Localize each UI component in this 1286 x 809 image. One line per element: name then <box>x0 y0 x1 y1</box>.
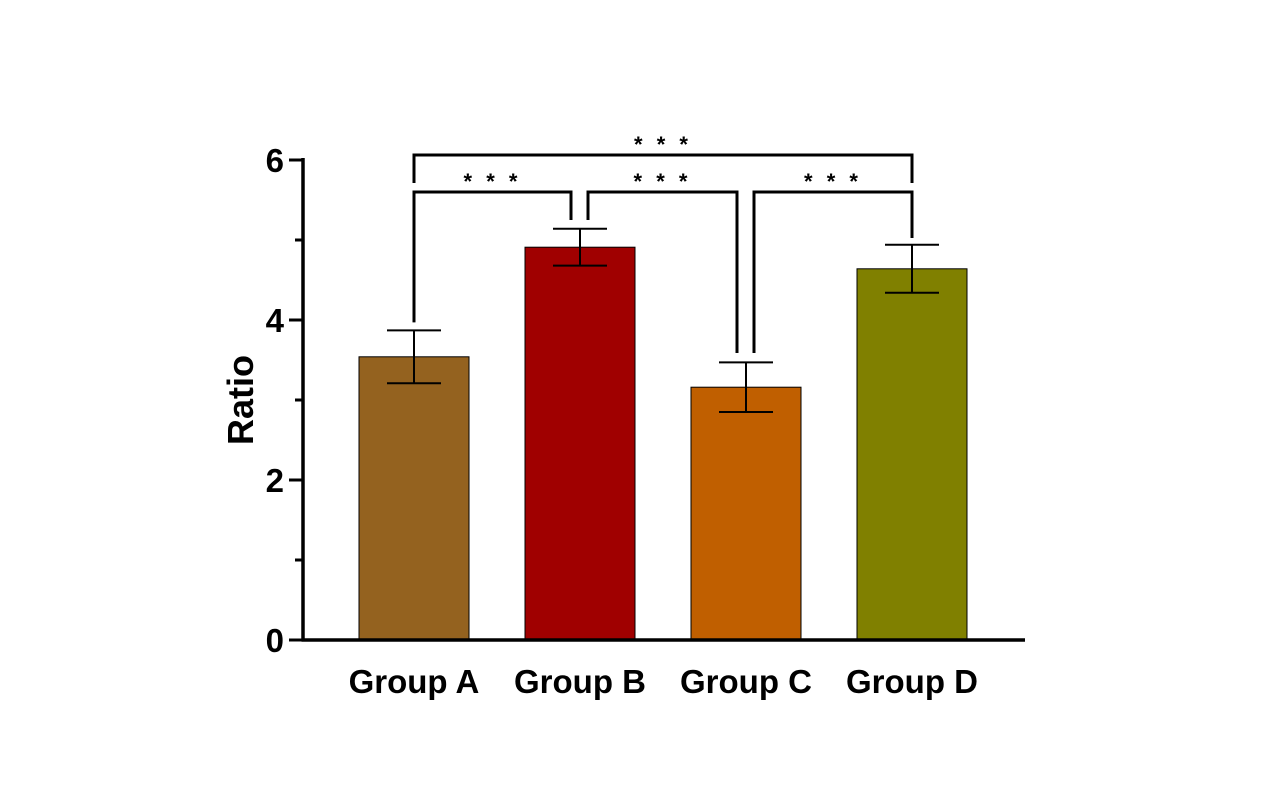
significance-bracket <box>752 190 914 353</box>
y-tick-label: 0 <box>266 622 284 659</box>
significance-bracket <box>586 190 739 353</box>
y-tick-label: 4 <box>266 302 285 339</box>
significance-bracket <box>412 190 573 323</box>
x-tick-label: Group D <box>846 663 978 700</box>
bar-0 <box>358 356 470 641</box>
significance-label: * * * <box>634 169 692 194</box>
x-tick-label: Group A <box>349 663 480 700</box>
bar-2 <box>690 386 802 641</box>
significance-label: * * * <box>464 169 522 194</box>
significance-label: * * * <box>634 132 692 157</box>
x-tick-label: Group B <box>514 663 646 700</box>
bar-1 <box>524 246 636 641</box>
y-tick-label: 2 <box>266 462 284 499</box>
y-axis-label: Ratio <box>220 355 261 445</box>
y-tick-label: 6 <box>266 142 284 179</box>
significance-label: * * * <box>804 169 862 194</box>
significance-bracket <box>412 153 914 183</box>
bar-3 <box>856 268 968 641</box>
x-tick-label: Group C <box>680 663 812 700</box>
